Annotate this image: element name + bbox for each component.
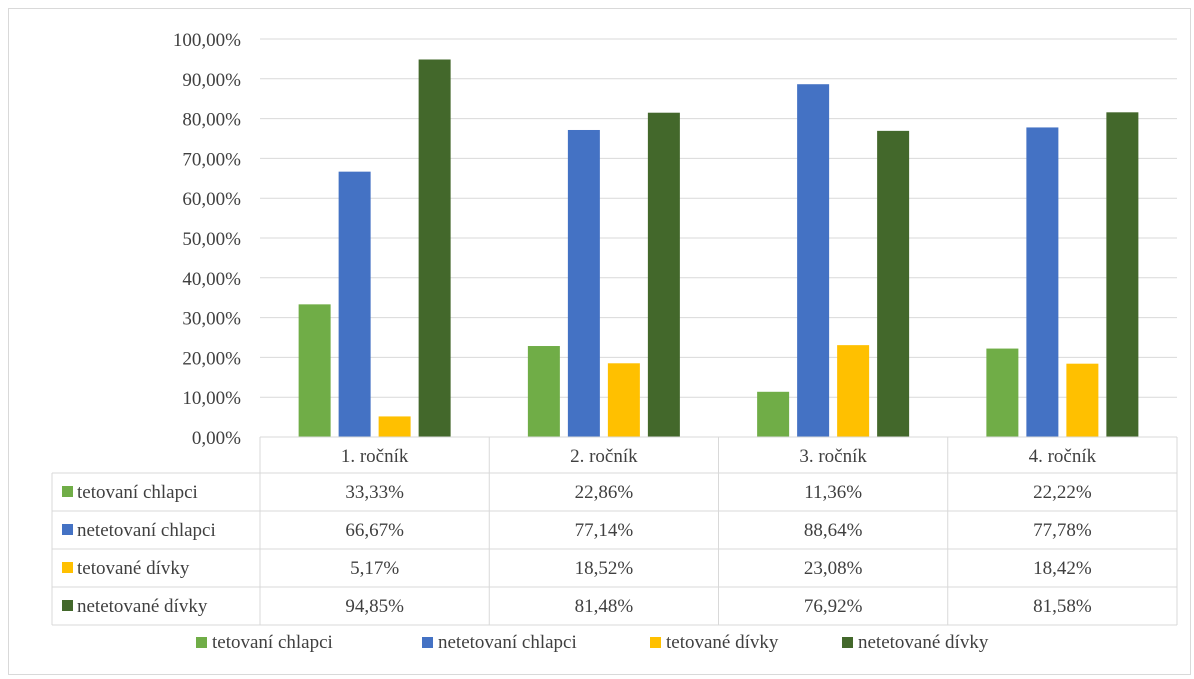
legend-key: [842, 637, 853, 648]
table-legend-key: [62, 562, 73, 573]
data-cell: 77,14%: [575, 520, 634, 541]
data-cell: 22,86%: [575, 482, 634, 503]
y-tick-label: 100,00%: [173, 30, 241, 51]
legend-key: [196, 637, 207, 648]
data-cell: 18,52%: [575, 558, 634, 579]
y-tick-label: 90,00%: [182, 70, 241, 91]
category-label: 1. ročník: [341, 446, 409, 467]
y-tick-label: 70,00%: [182, 149, 241, 170]
data-cell: 94,85%: [345, 596, 404, 617]
data-cell: 76,92%: [804, 596, 863, 617]
table-series-name: netetované dívky: [77, 596, 208, 617]
y-tick-label: 30,00%: [182, 309, 241, 330]
y-tick-label: 10,00%: [182, 388, 241, 409]
legend-key: [422, 637, 433, 648]
bar: [1026, 127, 1059, 437]
legend-label: netetované dívky: [858, 632, 989, 653]
bar: [1106, 112, 1139, 438]
y-tick-label: 0,00%: [192, 428, 241, 449]
bar: [418, 59, 451, 437]
category-label: 4. ročník: [1029, 446, 1097, 467]
data-cell: 33,33%: [345, 482, 404, 503]
bar: [527, 346, 560, 437]
y-tick-label: 80,00%: [182, 110, 241, 131]
bar: [298, 304, 331, 437]
legend-label: tetovaní chlapci: [212, 632, 333, 653]
data-cell: 18,42%: [1033, 558, 1092, 579]
bar: [986, 348, 1019, 437]
bar: [567, 129, 600, 438]
data-cell: 11,36%: [804, 482, 862, 503]
bar: [1066, 363, 1099, 437]
data-cell: 81,58%: [1033, 596, 1092, 617]
bar: [607, 363, 640, 437]
bar: [647, 112, 680, 438]
bar: [757, 391, 790, 437]
data-cell: 66,67%: [345, 520, 404, 541]
y-tick-label: 40,00%: [182, 269, 241, 290]
y-tick-label: 50,00%: [182, 229, 241, 250]
data-cell: 5,17%: [350, 558, 399, 579]
bar: [837, 345, 870, 437]
table-series-name: tetovaní chlapci: [77, 482, 198, 503]
bar: [797, 84, 830, 437]
data-cell: 88,64%: [804, 520, 863, 541]
legend-label: netetovaní chlapci: [438, 632, 577, 653]
category-label: 2. ročník: [570, 446, 638, 467]
table-legend-key: [62, 486, 73, 497]
table-series-name: tetované dívky: [77, 558, 190, 579]
bar: [338, 171, 371, 438]
table-series-name: netetovaní chlapci: [77, 520, 216, 541]
table-legend-key: [62, 524, 73, 535]
legend-key: [650, 637, 661, 648]
bar: [877, 130, 910, 437]
category-label: 3. ročník: [799, 446, 867, 467]
bar: [378, 416, 411, 437]
data-cell: 22,22%: [1033, 482, 1092, 503]
table-legend-key: [62, 600, 73, 611]
data-cell: 77,78%: [1033, 520, 1092, 541]
data-cell: 23,08%: [804, 558, 863, 579]
y-tick-label: 20,00%: [182, 348, 241, 369]
data-cell: 81,48%: [575, 596, 634, 617]
legend-label: tetované dívky: [666, 632, 779, 653]
y-tick-label: 60,00%: [182, 189, 241, 210]
